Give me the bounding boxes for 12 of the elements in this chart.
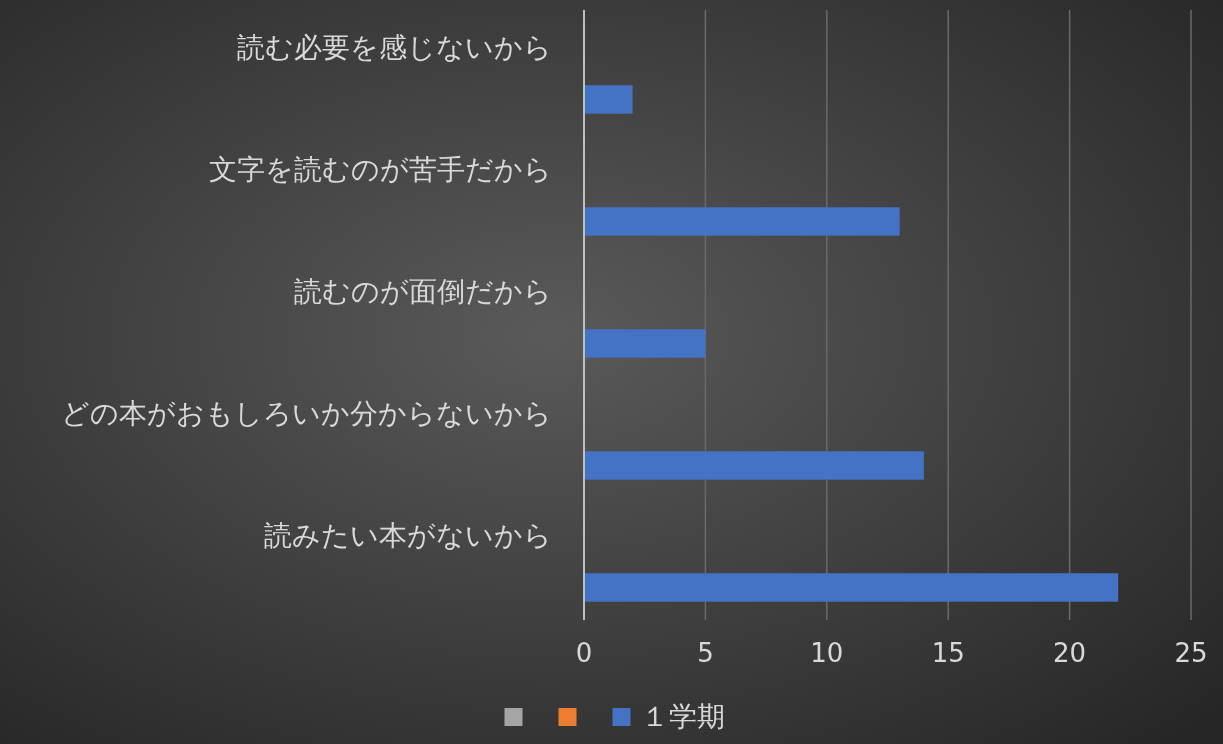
x-tick-label: 20 [1053,638,1087,668]
y-tick-label: 読みたい本がないから [264,519,552,552]
x-tick-label: 0 [575,638,593,668]
x-tick-label: 10 [810,638,844,668]
x-tick-label: 25 [1174,638,1208,668]
legend-label: １学期 [640,700,725,733]
y-tick-label: どの本がおもしろいか分からないから [61,397,552,430]
x-tick-label: 5 [697,638,714,668]
y-tick-label: 読むのが面倒だから [294,275,552,308]
y-tick-label: 文字を読むのが苦手だから [209,153,552,186]
y-tick-label: 読む必要を感じないから [237,31,552,64]
x-tick-label: 15 [931,638,965,668]
